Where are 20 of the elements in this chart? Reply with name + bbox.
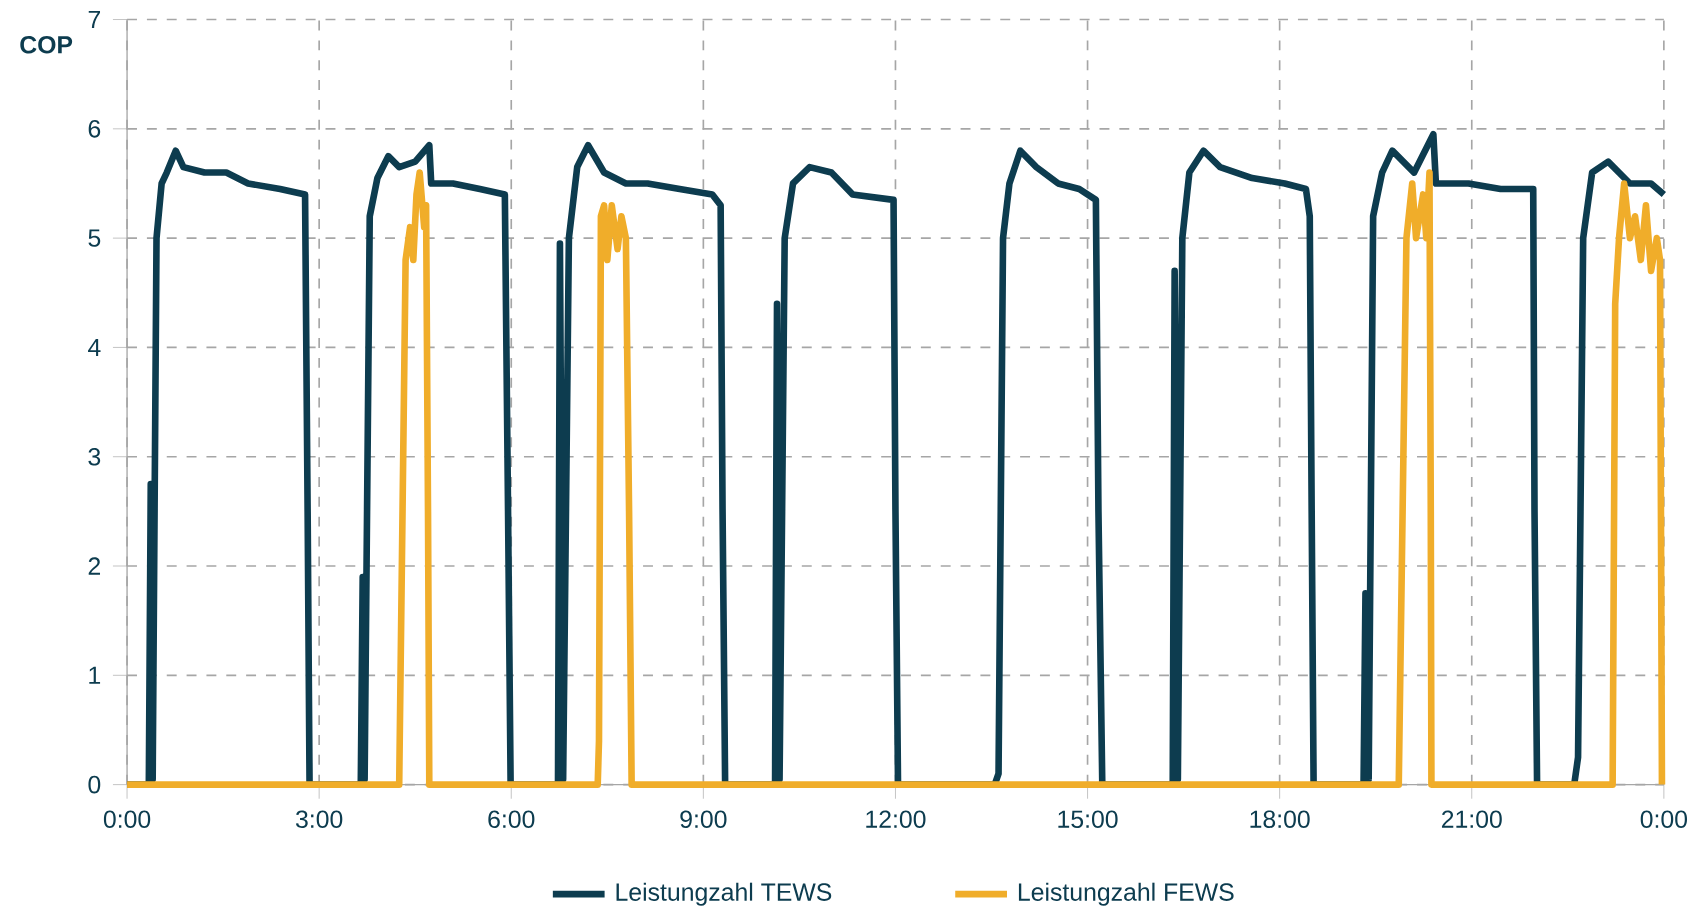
x-tick-label: 3:00 <box>295 810 343 828</box>
y-tick-label: 7 <box>88 11 101 29</box>
x-tick-label: 9:00 <box>680 810 727 828</box>
y-tick-label: 3 <box>88 447 101 466</box>
x-tick-label: 12:00 <box>866 810 926 828</box>
legend-label: Leistungzahl TEWS <box>616 882 832 906</box>
x-tick-label: 0:00 <box>1640 810 1688 828</box>
x-tick-label: 21:00 <box>1441 810 1502 828</box>
y-tick-label: 5 <box>88 229 101 247</box>
x-tick-label: 6:00 <box>488 810 535 828</box>
x-tick-label: 18:00 <box>1250 810 1310 828</box>
y-tick-label: 0 <box>88 775 101 794</box>
y-tick-label: 2 <box>88 557 101 575</box>
x-tick-label: 0:00 <box>103 810 151 828</box>
y-tick-label: 6 <box>88 120 101 138</box>
y-tick-label: 4 <box>88 338 101 356</box>
y-tick-label: 1 <box>89 666 101 684</box>
legend-label: Leistungzahl FEWS <box>1018 882 1234 906</box>
y-axis-title: COP <box>20 35 73 54</box>
x-tick-label: 15:00 <box>1058 810 1118 828</box>
